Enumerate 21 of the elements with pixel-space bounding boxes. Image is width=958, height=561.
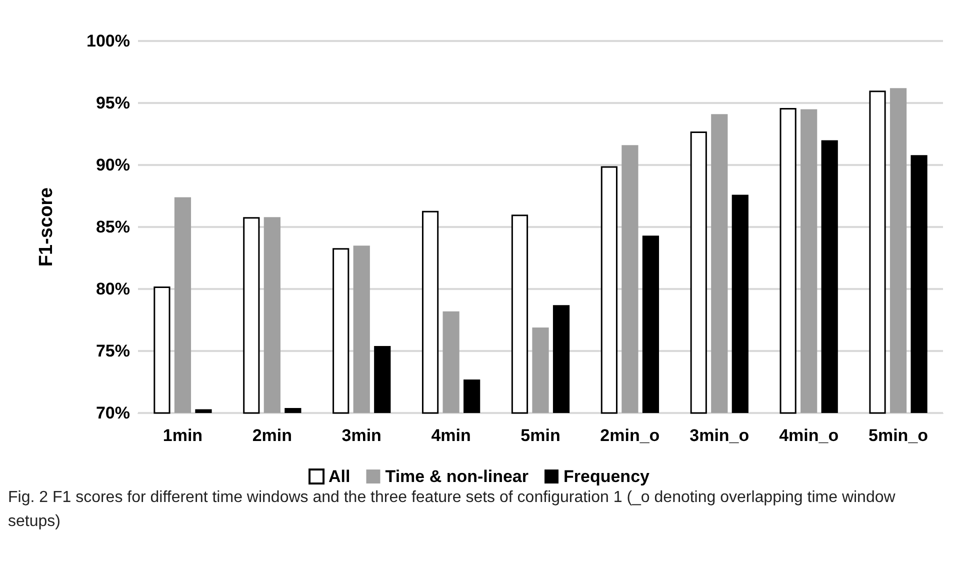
x-tick-label: 3min_o [690,426,750,445]
x-tick-label: 2min [252,426,292,445]
x-tick-label: 5min_o [868,426,928,445]
y-tick-label: 90% [96,156,130,174]
legend-label: Time & non-linear [385,467,529,486]
x-tick-label: 5min [520,426,560,445]
x-tick-label: 4min_o [779,426,839,445]
y-tick-label: 100% [86,32,130,50]
y-tick-label: 80% [96,280,130,298]
legend-label: All [328,467,350,486]
y-tick-label: 70% [96,404,130,422]
y-axis-title: F1-score [36,187,57,267]
caption: Fig. 2 F1 scores for different time windows and the three feature sets of configuration 1 (_o denoting overlapping time window setups) [8,488,896,532]
y-tick-label: 85% [96,218,130,236]
x-tick-label: 1min [162,426,203,445]
y-tick-label: 75% [96,342,130,360]
legend-label: Frequency [564,467,650,486]
x-tick-label: 3min [342,426,382,445]
x-tick-label: 4min [431,426,471,445]
x-tick-label: 2min_o [600,426,660,445]
y-tick-label: 95% [96,94,130,112]
